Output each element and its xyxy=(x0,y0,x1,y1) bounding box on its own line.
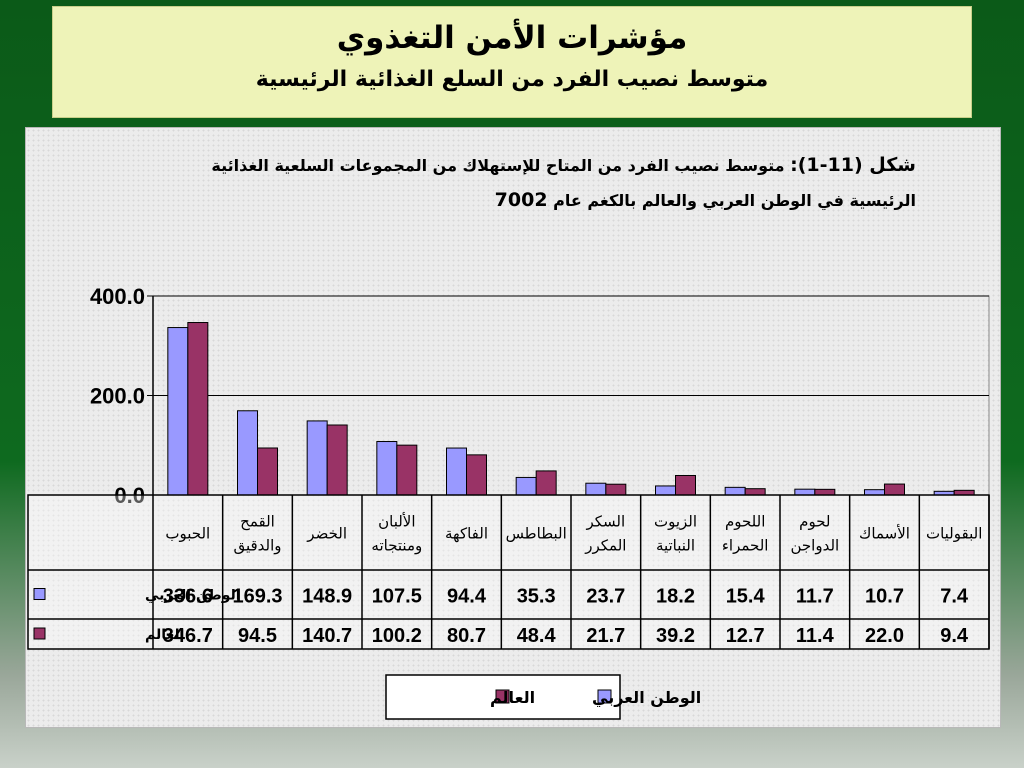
category-label: لحوم xyxy=(799,513,830,531)
data-label: 35.3 xyxy=(517,586,556,608)
chart-title: شكل (11-1): متوسط نصيب الفرد من المتاح ل… xyxy=(126,148,916,218)
data-label: 107.5 xyxy=(372,586,422,608)
category-label: الألبان xyxy=(378,512,415,531)
category-label: ومنتجاته xyxy=(371,537,422,555)
chart-panel: شكل (11-1): متوسط نصيب الفرد من المتاح ل… xyxy=(25,127,1001,728)
chart-title-lead: شكل (11-1): xyxy=(790,154,916,176)
legend-label: الوطن العربي xyxy=(592,688,701,708)
bar xyxy=(724,486,746,496)
y-tick-label: 200.0 xyxy=(90,384,145,409)
bar xyxy=(306,420,328,496)
bar xyxy=(864,489,885,496)
chart-title-line1: متوسط نصيب الفرد من المتاح للإستهلاك من … xyxy=(211,156,785,175)
data-label: 80.7 xyxy=(447,625,486,647)
data-label: 100.2 xyxy=(372,625,422,647)
bar xyxy=(515,476,537,496)
category-label: الفاكهة xyxy=(445,525,488,543)
bar xyxy=(167,327,189,496)
data-label: 39.2 xyxy=(656,625,695,647)
bar xyxy=(326,424,348,496)
bar xyxy=(794,488,816,496)
data-label: 11.7 xyxy=(796,586,834,608)
category-label: الحمراء xyxy=(722,537,769,555)
category-label: الأسماك xyxy=(859,524,910,543)
data-label: 18.2 xyxy=(656,586,695,608)
bar xyxy=(535,470,557,496)
category-label: القمح xyxy=(240,513,275,531)
chart-title-line2: الرئيسية في الوطن العربي والعالم بالكغم … xyxy=(553,191,916,210)
bar xyxy=(257,447,278,496)
series-row-label: الوطن العربي xyxy=(145,588,241,604)
bar xyxy=(675,474,696,496)
series-row-label: العالم xyxy=(145,627,184,643)
bar xyxy=(466,454,487,496)
data-label: 12.7 xyxy=(726,625,765,647)
bar xyxy=(744,488,766,496)
legend-key xyxy=(495,689,510,704)
category-label: البقوليات xyxy=(926,525,982,543)
bar xyxy=(396,444,418,496)
data-label: 7.4 xyxy=(940,586,969,608)
data-label: 15.4 xyxy=(726,586,766,608)
series-legend-key xyxy=(33,627,46,640)
category-label: الخضر xyxy=(306,525,347,543)
bar xyxy=(585,482,607,496)
bar xyxy=(187,322,209,496)
bar xyxy=(237,410,258,496)
bar xyxy=(376,441,398,496)
data-label: 9.4 xyxy=(940,625,969,647)
slide-title: مؤشرات الأمن التغذوي xyxy=(336,20,688,56)
category-label: الزيوت xyxy=(654,513,697,531)
data-label: 21.7 xyxy=(586,625,625,647)
slide-subtitle: متوسط نصيب الفرد من السلع الغذائية الرئي… xyxy=(255,67,769,92)
data-label: 148.9 xyxy=(302,586,352,608)
bar xyxy=(655,485,676,496)
data-label: 336.6 xyxy=(163,586,213,608)
data-label: 94.5 xyxy=(238,625,277,647)
bar xyxy=(884,483,905,496)
data-table xyxy=(27,494,990,650)
data-label: 22.0 xyxy=(865,625,904,647)
data-label: 169.3 xyxy=(232,586,282,608)
bar-chart-with-data-table: 0.0200.0400.0الحبوبالقمحوالدقيقالخضرالأل… xyxy=(27,284,990,720)
category-label: اللحوم xyxy=(725,513,765,531)
series-legend-key xyxy=(33,588,46,600)
data-label: 23.7 xyxy=(586,586,625,608)
category-label: السكر xyxy=(585,513,625,531)
bar xyxy=(814,488,836,496)
category-label: البطاطس xyxy=(506,525,567,543)
data-label: 10.7 xyxy=(865,586,904,608)
legend-key xyxy=(597,689,612,704)
y-tick-label: 400.0 xyxy=(90,284,145,309)
category-label: المكرر xyxy=(584,537,626,555)
data-label: 11.4 xyxy=(796,625,835,647)
data-label: 94.4 xyxy=(447,586,487,608)
bar xyxy=(446,447,467,496)
category-label: والدقيق xyxy=(233,537,281,555)
category-label: النباتية xyxy=(656,537,695,555)
data-label: 48.4 xyxy=(517,625,557,647)
bar xyxy=(605,483,627,496)
data-label: 346.7 xyxy=(163,625,213,647)
data-label: 140.7 xyxy=(302,625,352,647)
category-label: الحبوب xyxy=(165,525,210,543)
slide-header: مؤشرات الأمن التغذوي متوسط نصيب الفرد من… xyxy=(52,6,972,118)
chart-title-year: 7002 xyxy=(494,189,548,211)
category-label: الدواجن xyxy=(790,537,839,555)
legend-label: العالم xyxy=(490,688,535,707)
